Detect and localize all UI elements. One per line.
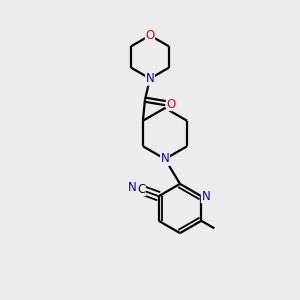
Text: C: C <box>137 183 145 196</box>
Text: O: O <box>167 98 176 111</box>
Text: N: N <box>128 182 136 194</box>
Text: O: O <box>146 29 154 42</box>
Text: N: N <box>201 190 210 203</box>
Text: N: N <box>146 72 154 85</box>
Text: N: N <box>160 152 169 166</box>
